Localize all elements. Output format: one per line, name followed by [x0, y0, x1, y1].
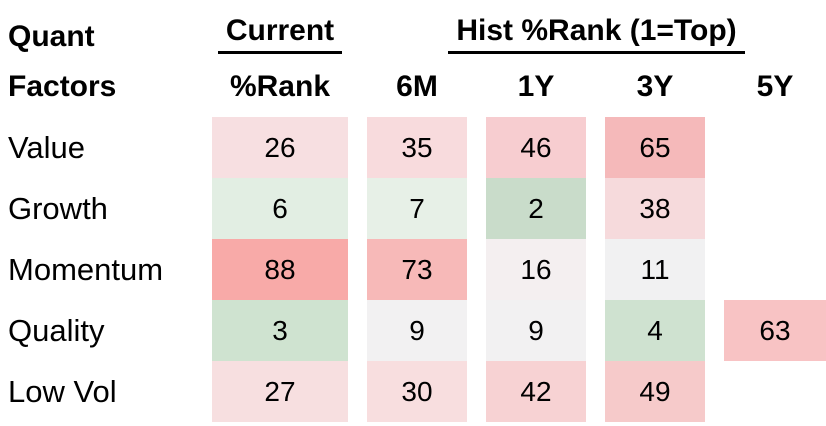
heatmap-cell: 16 [486, 239, 586, 300]
heatmap-cell: 3 [212, 300, 348, 361]
heatmap-cell: 9 [486, 300, 586, 361]
group-header-current-label: Current [217, 14, 343, 54]
heatmap-cell: 35 [367, 117, 467, 178]
heatmap-cell: 2 [486, 178, 586, 239]
corner-header-line2: Factors [8, 70, 117, 103]
heatmap-cell: 42 [486, 361, 586, 422]
heatmap-cell: 63 [724, 300, 826, 361]
heatmap-cell: 4 [605, 300, 705, 361]
corner-header-line1: Quant [8, 20, 95, 53]
heatmap-cell: 38 [605, 178, 705, 239]
heatmap-cell-empty [724, 239, 826, 300]
group-header-current: Current [212, 0, 348, 57]
heatmap-cell: 27 [212, 361, 348, 422]
row-label-growth: Growth [8, 190, 108, 226]
heatmap-cell: 65 [605, 117, 705, 178]
heatmap-cell: 49 [605, 361, 705, 422]
heatmap-cell-empty [724, 178, 826, 239]
heatmap-cell-empty [724, 361, 826, 422]
heatmap-cell: 7 [367, 178, 467, 239]
column-header-6m: 6M [396, 70, 438, 103]
heatmap-cell: 46 [486, 117, 586, 178]
heatmap-cell: 88 [212, 239, 348, 300]
heatmap-cell-empty [724, 117, 826, 178]
column-header-3y: 3Y [636, 70, 674, 103]
row-label-low-vol: Low Vol [8, 373, 117, 409]
heatmap-cell: 26 [212, 117, 348, 178]
heatmap-cell: 6 [212, 178, 348, 239]
row-label-quality: Quality [8, 312, 105, 348]
heatmap-cell: 73 [367, 239, 467, 300]
column-header-1y: 1Y [517, 70, 555, 103]
column-header-percent-rank: %Rank [229, 70, 331, 103]
column-header-5y: 5Y [756, 70, 794, 103]
group-header-hist: Hist %Rank (1=Top) [367, 0, 826, 57]
heatmap-cell: 9 [367, 300, 467, 361]
row-label-value: Value [8, 129, 85, 165]
heatmap-cell: 30 [367, 361, 467, 422]
row-label-momentum: Momentum [8, 251, 164, 287]
group-header-hist-label: Hist %Rank (1=Top) [448, 14, 745, 54]
heatmap-cell: 11 [605, 239, 705, 300]
